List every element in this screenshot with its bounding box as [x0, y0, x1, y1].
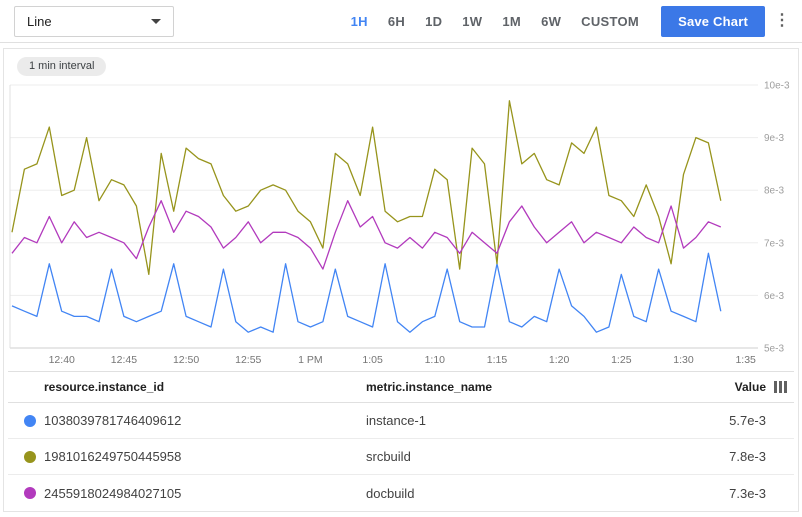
cell-instance-id: 1981016249750445958 [44, 449, 182, 464]
x-axis-tick-label: 1 PM [298, 354, 323, 366]
cell-value: 5.7e-3 [729, 413, 766, 428]
cell-instance-name: docbuild [366, 485, 415, 501]
cell-value: 7.3e-3 [729, 485, 766, 501]
chart-type-value: Line [27, 13, 52, 29]
series-color-dot [8, 487, 44, 499]
y-axis-tick-label: 7e-3 [764, 238, 784, 249]
x-axis-tick-label: 1:20 [549, 354, 570, 366]
column-header-instance-id: resource.instance_id [44, 380, 165, 394]
x-axis-tick-label: 1:35 [735, 354, 756, 366]
save-chart-button[interactable]: Save Chart [661, 5, 765, 37]
cell-instance-id: 2455918024984027105 [44, 485, 182, 501]
column-header-instance-name: metric.instance_name [366, 380, 493, 394]
interval-badge: 1 min interval [17, 57, 107, 76]
x-axis-tick-label: 1:25 [611, 354, 632, 366]
x-axis-tick-label: 1:10 [425, 354, 446, 366]
time-range-6w[interactable]: 6W [541, 13, 562, 29]
legend-table-body: 1038039781746409612 instance-1 5.7e-3 19810… [8, 403, 794, 511]
column-selector-icon[interactable] [766, 381, 794, 393]
x-axis-tick-label: 1:05 [362, 354, 383, 366]
series-color-dot [8, 414, 44, 427]
series-docbuild [11, 200, 722, 270]
legend-table: resource.instance_id metric.instance_nam… [4, 371, 798, 511]
x-axis-tick-label: 12:55 [235, 354, 261, 366]
time-range-1d[interactable]: 1D [425, 13, 443, 29]
series-srcbuild [11, 100, 722, 276]
y-axis-tick-label: 8e-3 [764, 186, 784, 197]
y-axis-tick-label: 10e-3 [764, 81, 790, 92]
y-axis-tick-label: 6e-3 [764, 291, 784, 302]
cell-instance-id: 1038039781746409612 [44, 413, 182, 428]
x-axis-tick-label: 1:30 [673, 354, 694, 366]
table-row[interactable]: 1981016249750445958 srcbuild 7.8e-3 [8, 439, 794, 475]
x-axis-tick-label: 12:50 [173, 354, 199, 366]
time-range-group: 1H 6H 1D 1W 1M 6W CUSTOM [341, 8, 649, 35]
series-color-dot [8, 450, 44, 463]
chart-toolbar: Line 1H 6H 1D 1W 1M 6W CUSTOM Save Chart ⋮ [0, 0, 802, 43]
cell-instance-name: instance-1 [366, 413, 426, 428]
table-row[interactable]: 1038039781746409612 instance-1 5.7e-3 [8, 403, 794, 439]
y-axis-tick-label: 5e-3 [764, 344, 784, 355]
column-header-value: Value [734, 380, 766, 394]
legend-table-header: resource.instance_id metric.instance_nam… [8, 371, 794, 403]
time-range-custom[interactable]: CUSTOM [581, 13, 640, 29]
x-axis-tick-label: 12:45 [111, 354, 137, 366]
series-instance-1 [11, 252, 722, 333]
table-row[interactable]: 2455918024984027105 docbuild 7.3e-3 [8, 475, 794, 511]
chart-type-dropdown[interactable]: Line [14, 5, 174, 37]
x-axis-tick-label: 12:40 [49, 354, 75, 366]
y-axis-tick-label: 9e-3 [764, 133, 784, 144]
dropdown-caret-icon [151, 18, 161, 24]
overflow-menu-icon[interactable]: ⋮ [774, 12, 790, 29]
line-chart[interactable]: 10e-3 9e-3 8e-3 7e-3 6e-3 5e-3 12:40 12:45 12:50… [4, 79, 798, 371]
time-range-1m[interactable]: 1M [502, 13, 522, 29]
x-axis-tick-label: 1:15 [487, 354, 508, 366]
time-range-1h[interactable]: 1H [350, 13, 368, 29]
time-range-1w[interactable]: 1W [462, 13, 483, 29]
time-range-6h[interactable]: 6H [387, 13, 406, 29]
cell-instance-name: srcbuild [366, 449, 411, 464]
chart-card: 1 min interval 10e-3 9e-3 8e-3 7e-3 6e-3 5e-3… [3, 48, 799, 512]
cell-value: 7.8e-3 [729, 449, 766, 464]
